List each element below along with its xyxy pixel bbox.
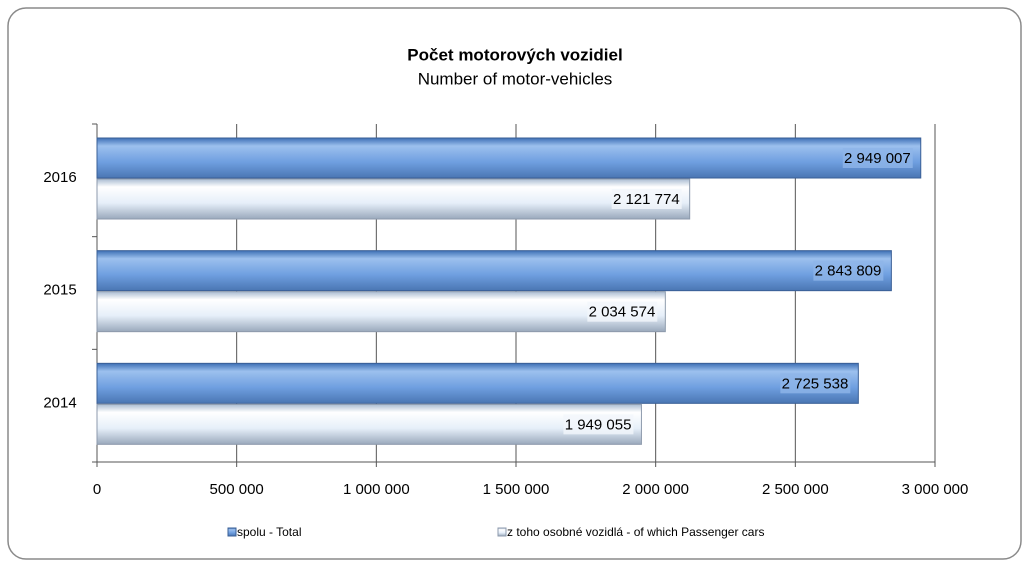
value-label: 1 949 055 [565,416,632,433]
value-label: 2 843 809 [815,263,882,280]
value-label-box [842,148,913,168]
y-tick-label: 2015 [43,282,76,299]
x-tick-label: 2 000 000 [622,481,689,498]
bar [96,362,859,404]
value-label: 2 725 538 [782,375,849,392]
x-tick-label: 0 [93,481,101,498]
value-label-box [563,414,634,435]
x-tick-label: 1 000 000 [343,481,410,498]
legend-label: spolu - Total [237,525,301,539]
bar [96,291,666,333]
x-tick-label: 2 500 000 [762,481,829,498]
legend-label: z toho osobné vozidlá - of which Passeng… [507,525,764,539]
x-tick-label: 3 000 000 [902,481,969,498]
value-label-box [780,373,851,394]
bar [96,178,691,220]
x-tick-label: 500 000 [210,481,264,498]
value-label-box [587,301,658,322]
chart-title: Počet motorových vozidiel [407,45,622,64]
y-tick-label: 2014 [43,394,76,411]
value-label-box [813,260,884,281]
value-label-box [611,189,682,209]
chart-subtitle: Number of motor-vehicles [418,69,613,88]
value-label: 2 121 774 [613,191,680,208]
value-label: 2 949 007 [844,150,911,167]
legend-swatch [497,527,507,537]
x-tick-label: 1 500 000 [483,481,550,498]
y-tick-label: 2016 [43,169,76,186]
legend-swatch [227,527,237,537]
bar [96,403,642,445]
bar [96,137,922,179]
value-label: 2 034 574 [589,304,656,321]
bar [96,250,892,292]
